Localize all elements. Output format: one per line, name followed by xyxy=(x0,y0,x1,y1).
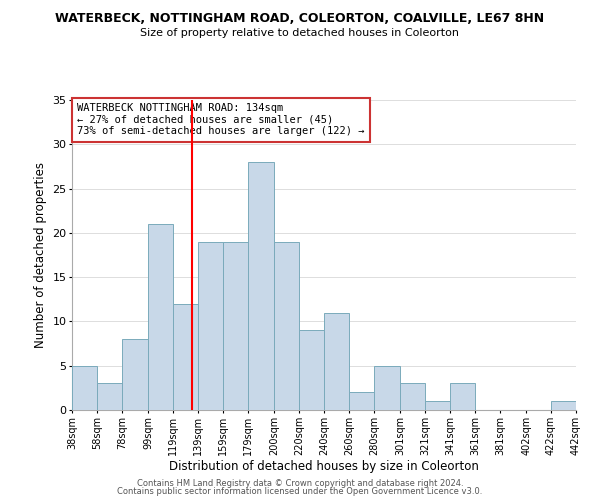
Bar xyxy=(122,339,148,410)
Text: Contains HM Land Registry data © Crown copyright and database right 2024.: Contains HM Land Registry data © Crown c… xyxy=(137,478,463,488)
Bar xyxy=(450,384,475,410)
Bar xyxy=(425,401,450,410)
Bar xyxy=(551,401,576,410)
Text: Size of property relative to detached houses in Coleorton: Size of property relative to detached ho… xyxy=(140,28,460,38)
Bar xyxy=(400,384,425,410)
Bar xyxy=(248,162,274,410)
Text: WATERBECK, NOTTINGHAM ROAD, COLEORTON, COALVILLE, LE67 8HN: WATERBECK, NOTTINGHAM ROAD, COLEORTON, C… xyxy=(55,12,545,26)
Bar xyxy=(72,366,97,410)
Bar xyxy=(223,242,248,410)
X-axis label: Distribution of detached houses by size in Coleorton: Distribution of detached houses by size … xyxy=(169,460,479,473)
Text: Contains public sector information licensed under the Open Government Licence v3: Contains public sector information licen… xyxy=(118,487,482,496)
Text: WATERBECK NOTTINGHAM ROAD: 134sqm
← 27% of detached houses are smaller (45)
73% : WATERBECK NOTTINGHAM ROAD: 134sqm ← 27% … xyxy=(77,103,365,136)
Y-axis label: Number of detached properties: Number of detached properties xyxy=(34,162,47,348)
Bar xyxy=(173,304,198,410)
Bar xyxy=(324,312,349,410)
Bar xyxy=(374,366,400,410)
Bar xyxy=(148,224,173,410)
Bar xyxy=(299,330,324,410)
Bar xyxy=(97,384,122,410)
Bar xyxy=(274,242,299,410)
Bar xyxy=(349,392,374,410)
Bar xyxy=(198,242,223,410)
